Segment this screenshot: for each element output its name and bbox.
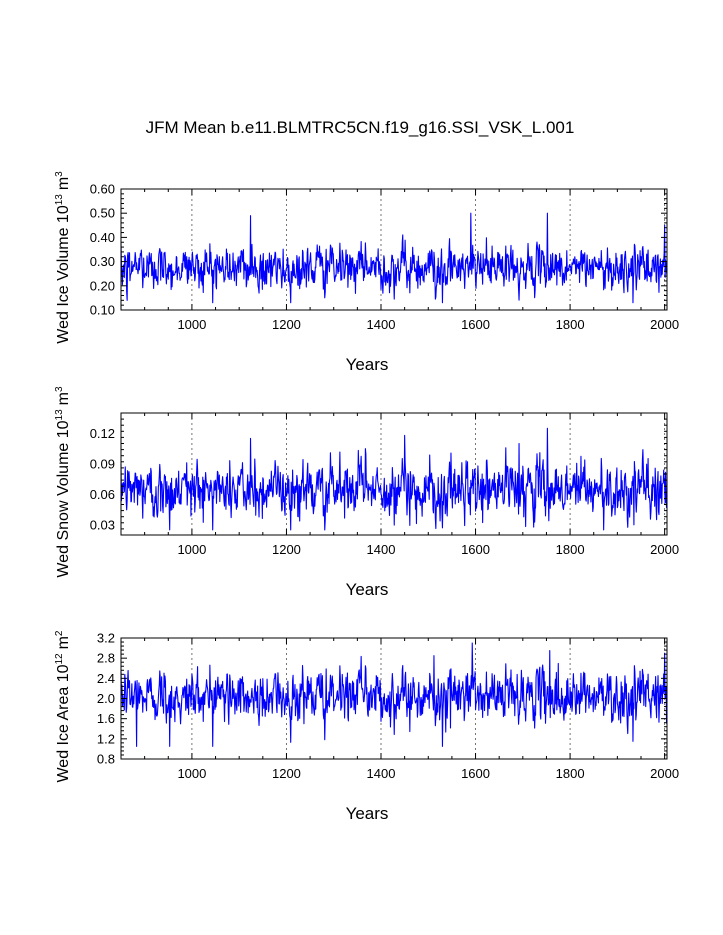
panels: 1000 1200 1400 1600 1800 2000 0.10 0.20 0.30 0.40… bbox=[54, 171, 679, 823]
y-axis-label: Wed Snow Volume 1013m3 bbox=[54, 386, 72, 578]
x-tick-label: 1000 bbox=[177, 317, 206, 332]
y-tick-label: 0.03 bbox=[90, 517, 115, 532]
x-tick-label: 1800 bbox=[556, 317, 585, 332]
series-line bbox=[120, 427, 668, 531]
y-axis-label: Wed Ice Area 1012m2 bbox=[54, 630, 72, 782]
y-tick-label: 0.10 bbox=[90, 303, 115, 318]
y-tick-label: 0.50 bbox=[90, 206, 115, 221]
x-tick-label: 1600 bbox=[461, 542, 490, 557]
x-tick-label: 2000 bbox=[650, 542, 679, 557]
x-tick-label: 1200 bbox=[272, 542, 301, 557]
x-tick-label: 2000 bbox=[650, 317, 679, 332]
x-tick-label: 1200 bbox=[272, 766, 301, 781]
y-tick-label: 0.06 bbox=[90, 487, 115, 502]
x-axis-label: Years bbox=[346, 580, 389, 599]
x-axis-label: Years bbox=[346, 804, 389, 823]
chart-title: JFM Mean b.e11.BLMTRC5CN.f19_g16.SSI_VSK… bbox=[146, 118, 575, 137]
series-line bbox=[120, 212, 668, 304]
x-axis-label: Years bbox=[346, 355, 389, 374]
y-tick-label: 2.0 bbox=[97, 691, 115, 706]
chart-panel-3: 1000 1200 1400 1600 1800 2000 0.8 1.2 1.6 2.0 2.4 2… bbox=[54, 630, 679, 823]
y-axis-label: Wed Ice Volume 1013m3 bbox=[54, 171, 72, 344]
x-tick-label: 1800 bbox=[556, 766, 585, 781]
y-tick-label: 0.20 bbox=[90, 278, 115, 293]
y-tick-label: 2.4 bbox=[97, 671, 115, 686]
x-tick-label: 1400 bbox=[367, 766, 396, 781]
plot-frame bbox=[120, 188, 668, 311]
y-tick-label: 0.30 bbox=[90, 254, 115, 269]
chart-panel-2: 1000 1200 1400 1600 1800 2000 0.03 0.06 0.09 0.12… bbox=[54, 386, 679, 599]
x-tick-label: 1000 bbox=[177, 542, 206, 557]
series-line bbox=[120, 642, 668, 747]
y-tick-label: 0.40 bbox=[90, 230, 115, 245]
y-tick-label: 0.12 bbox=[90, 426, 115, 441]
x-tick-label: 1800 bbox=[556, 542, 585, 557]
y-tick-label: 2.8 bbox=[97, 651, 115, 666]
chart-panel-1: 1000 1200 1400 1600 1800 2000 0.10 0.20 0.30 0.40… bbox=[54, 171, 679, 374]
x-tick-label: 1400 bbox=[367, 542, 396, 557]
x-tick-label: 1400 bbox=[367, 317, 396, 332]
x-tick-label: 1200 bbox=[272, 317, 301, 332]
x-tick-label: 1600 bbox=[461, 766, 490, 781]
x-tick-label: 1000 bbox=[177, 766, 206, 781]
y-tick-label: 0.60 bbox=[90, 182, 115, 197]
x-tick-label: 2000 bbox=[650, 766, 679, 781]
y-tick-label: 0.09 bbox=[90, 456, 115, 471]
y-tick-label: 1.6 bbox=[97, 711, 115, 726]
y-tick-label: 0.8 bbox=[97, 752, 115, 767]
x-tick-label: 1600 bbox=[461, 317, 490, 332]
y-tick-label: 3.2 bbox=[97, 631, 115, 646]
y-tick-label: 1.2 bbox=[97, 731, 115, 746]
